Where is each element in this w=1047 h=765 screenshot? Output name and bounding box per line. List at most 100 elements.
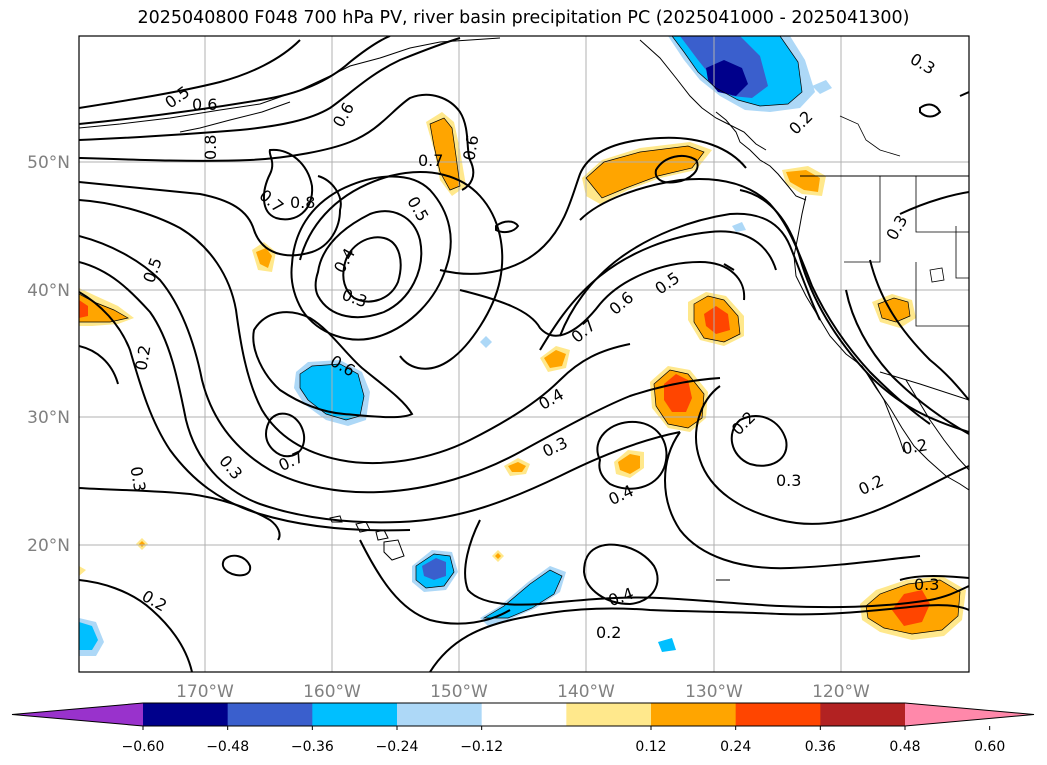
lat-label-50n: 50°N	[27, 153, 70, 173]
contour-inner-loop-2	[342, 236, 402, 303]
fill-blue-alaska-dark	[706, 60, 748, 96]
clab-21: 0.5	[651, 268, 683, 298]
fill-orange-north	[430, 118, 460, 190]
colorbar-tick-label: 0.48	[889, 739, 920, 755]
contour-small-2	[919, 103, 942, 118]
coast-us-west	[793, 195, 905, 453]
contour-north-3	[79, 37, 461, 141]
fill-orange-left-edge-red	[79, 300, 88, 318]
colorbar-extend-left	[12, 703, 143, 726]
colorbar-swatch	[227, 703, 313, 726]
contour-ridge-4	[559, 212, 821, 337]
outline-central-blue	[299, 363, 365, 421]
colorbar: −0.60 −0.48 −0.36 −0.24 −0.12 0.12 0.24 0.36 0.4…	[11, 702, 1035, 755]
hawaii-island-3	[375, 529, 389, 541]
colorbar-tick-label: 0.60	[974, 739, 1005, 755]
contour-se-1	[695, 385, 969, 525]
contour-west-6	[79, 199, 631, 465]
clab-18: 0.2	[139, 586, 171, 615]
lon-axis-labels: 170°W 160°W 150°W 140°W 130°W 120°W	[176, 682, 870, 702]
fill-outlines	[79, 36, 961, 635]
contour-west-5	[79, 235, 721, 494]
fill-orange-se-red	[892, 590, 930, 626]
fill-blue-left-edge-inner	[79, 622, 98, 650]
contour-north-4	[79, 93, 475, 191]
contour-sw-4	[264, 412, 306, 458]
contour-subtropical-loop	[299, 171, 504, 370]
fill-orange-30n-red	[664, 374, 692, 412]
contour-south-2	[429, 604, 969, 672]
clab-4: 0.6	[329, 99, 358, 131]
colorbar-swatch	[143, 703, 229, 726]
outline-se-orange	[865, 579, 961, 635]
contour-se-3	[730, 415, 788, 467]
outline-hawaii-blue	[415, 553, 455, 589]
outline-north-orange	[429, 117, 461, 191]
contour-ridge-3	[539, 230, 777, 351]
clab-31: 0.2	[596, 623, 621, 642]
contour-inner-loop-1	[314, 210, 423, 319]
contour-west-4	[79, 261, 681, 524]
contour-central-loop	[252, 311, 414, 419]
contour-coast-2	[899, 191, 969, 215]
border-canada-provinces	[839, 115, 901, 157]
clab-17: 0.3	[126, 465, 149, 493]
contour-sw-3	[221, 554, 252, 577]
coast-alaska-peninsula	[179, 101, 291, 133]
contour-sw-5	[79, 345, 119, 385]
fill-orange-dot-3	[79, 566, 86, 576]
fill-orange-25n	[618, 454, 640, 474]
clab-28: 0.2	[785, 107, 816, 138]
colorbar-swatch	[651, 703, 737, 726]
colorbar-tick-label: 0.12	[635, 739, 666, 755]
contour-north-5	[79, 175, 342, 257]
contour-coast-4	[869, 259, 969, 401]
clab-27: 0.3	[907, 49, 939, 78]
coast-alaska-gulf	[639, 39, 767, 151]
fill-orange-small-d	[508, 462, 526, 472]
contour-small-1	[495, 220, 520, 234]
clab-11: 0.3	[339, 285, 369, 312]
contour-sw-1	[79, 579, 193, 672]
lon-label-120w: 120°W	[812, 682, 870, 702]
colorbar-tick-label: 0.24	[720, 739, 751, 755]
clab-15: 0.7	[276, 447, 307, 475]
outline-left-orange	[79, 293, 129, 323]
border-states-4	[955, 226, 969, 279]
outline-gulf-orange	[585, 145, 705, 199]
border-states-3	[915, 262, 969, 327]
colorbar-swatch	[566, 703, 652, 726]
fill-orange-dot-2-inner	[495, 553, 501, 559]
lat-label-30n: 30°N	[27, 408, 70, 428]
coast-alaska-aleutians	[79, 37, 501, 129]
lat-label-40n: 40°N	[27, 281, 70, 301]
border-states-2	[915, 176, 969, 233]
fill-blue-south-streak	[484, 570, 562, 618]
clab-2: 0.6	[192, 95, 217, 114]
clab-19: 0.7	[567, 316, 599, 347]
clab-8: 0.7	[418, 151, 443, 170]
lat-axis-labels: 50°N 40°N 30°N 20°N	[27, 153, 70, 556]
clab-34: 0.3	[882, 212, 911, 244]
colorbar-swatch	[481, 703, 567, 726]
contour-sw-2	[79, 487, 281, 541]
fill-blue-small-alaska	[812, 80, 832, 94]
clab-6: 0.8	[290, 193, 315, 212]
fill-orange-small-w	[256, 248, 272, 268]
contour-se-2	[664, 431, 921, 570]
lake-nevada	[929, 267, 945, 283]
clab-26: 0.3	[776, 471, 801, 490]
clab-22: 0.4	[535, 384, 567, 413]
fill-orange-small-c	[544, 350, 566, 368]
lon-label-150w: 150°W	[430, 682, 488, 702]
contour-west-3	[79, 291, 411, 532]
clab-33: 0.2	[901, 435, 929, 458]
contour-se-4	[596, 420, 668, 490]
fill-blue-small-1	[658, 638, 676, 652]
gridlines	[79, 36, 969, 672]
coast-mexico-mainland	[905, 379, 969, 471]
contour-north-1	[79, 39, 301, 109]
lon-label-130w: 130°W	[685, 682, 743, 702]
clab-7: 0.6	[459, 134, 482, 162]
